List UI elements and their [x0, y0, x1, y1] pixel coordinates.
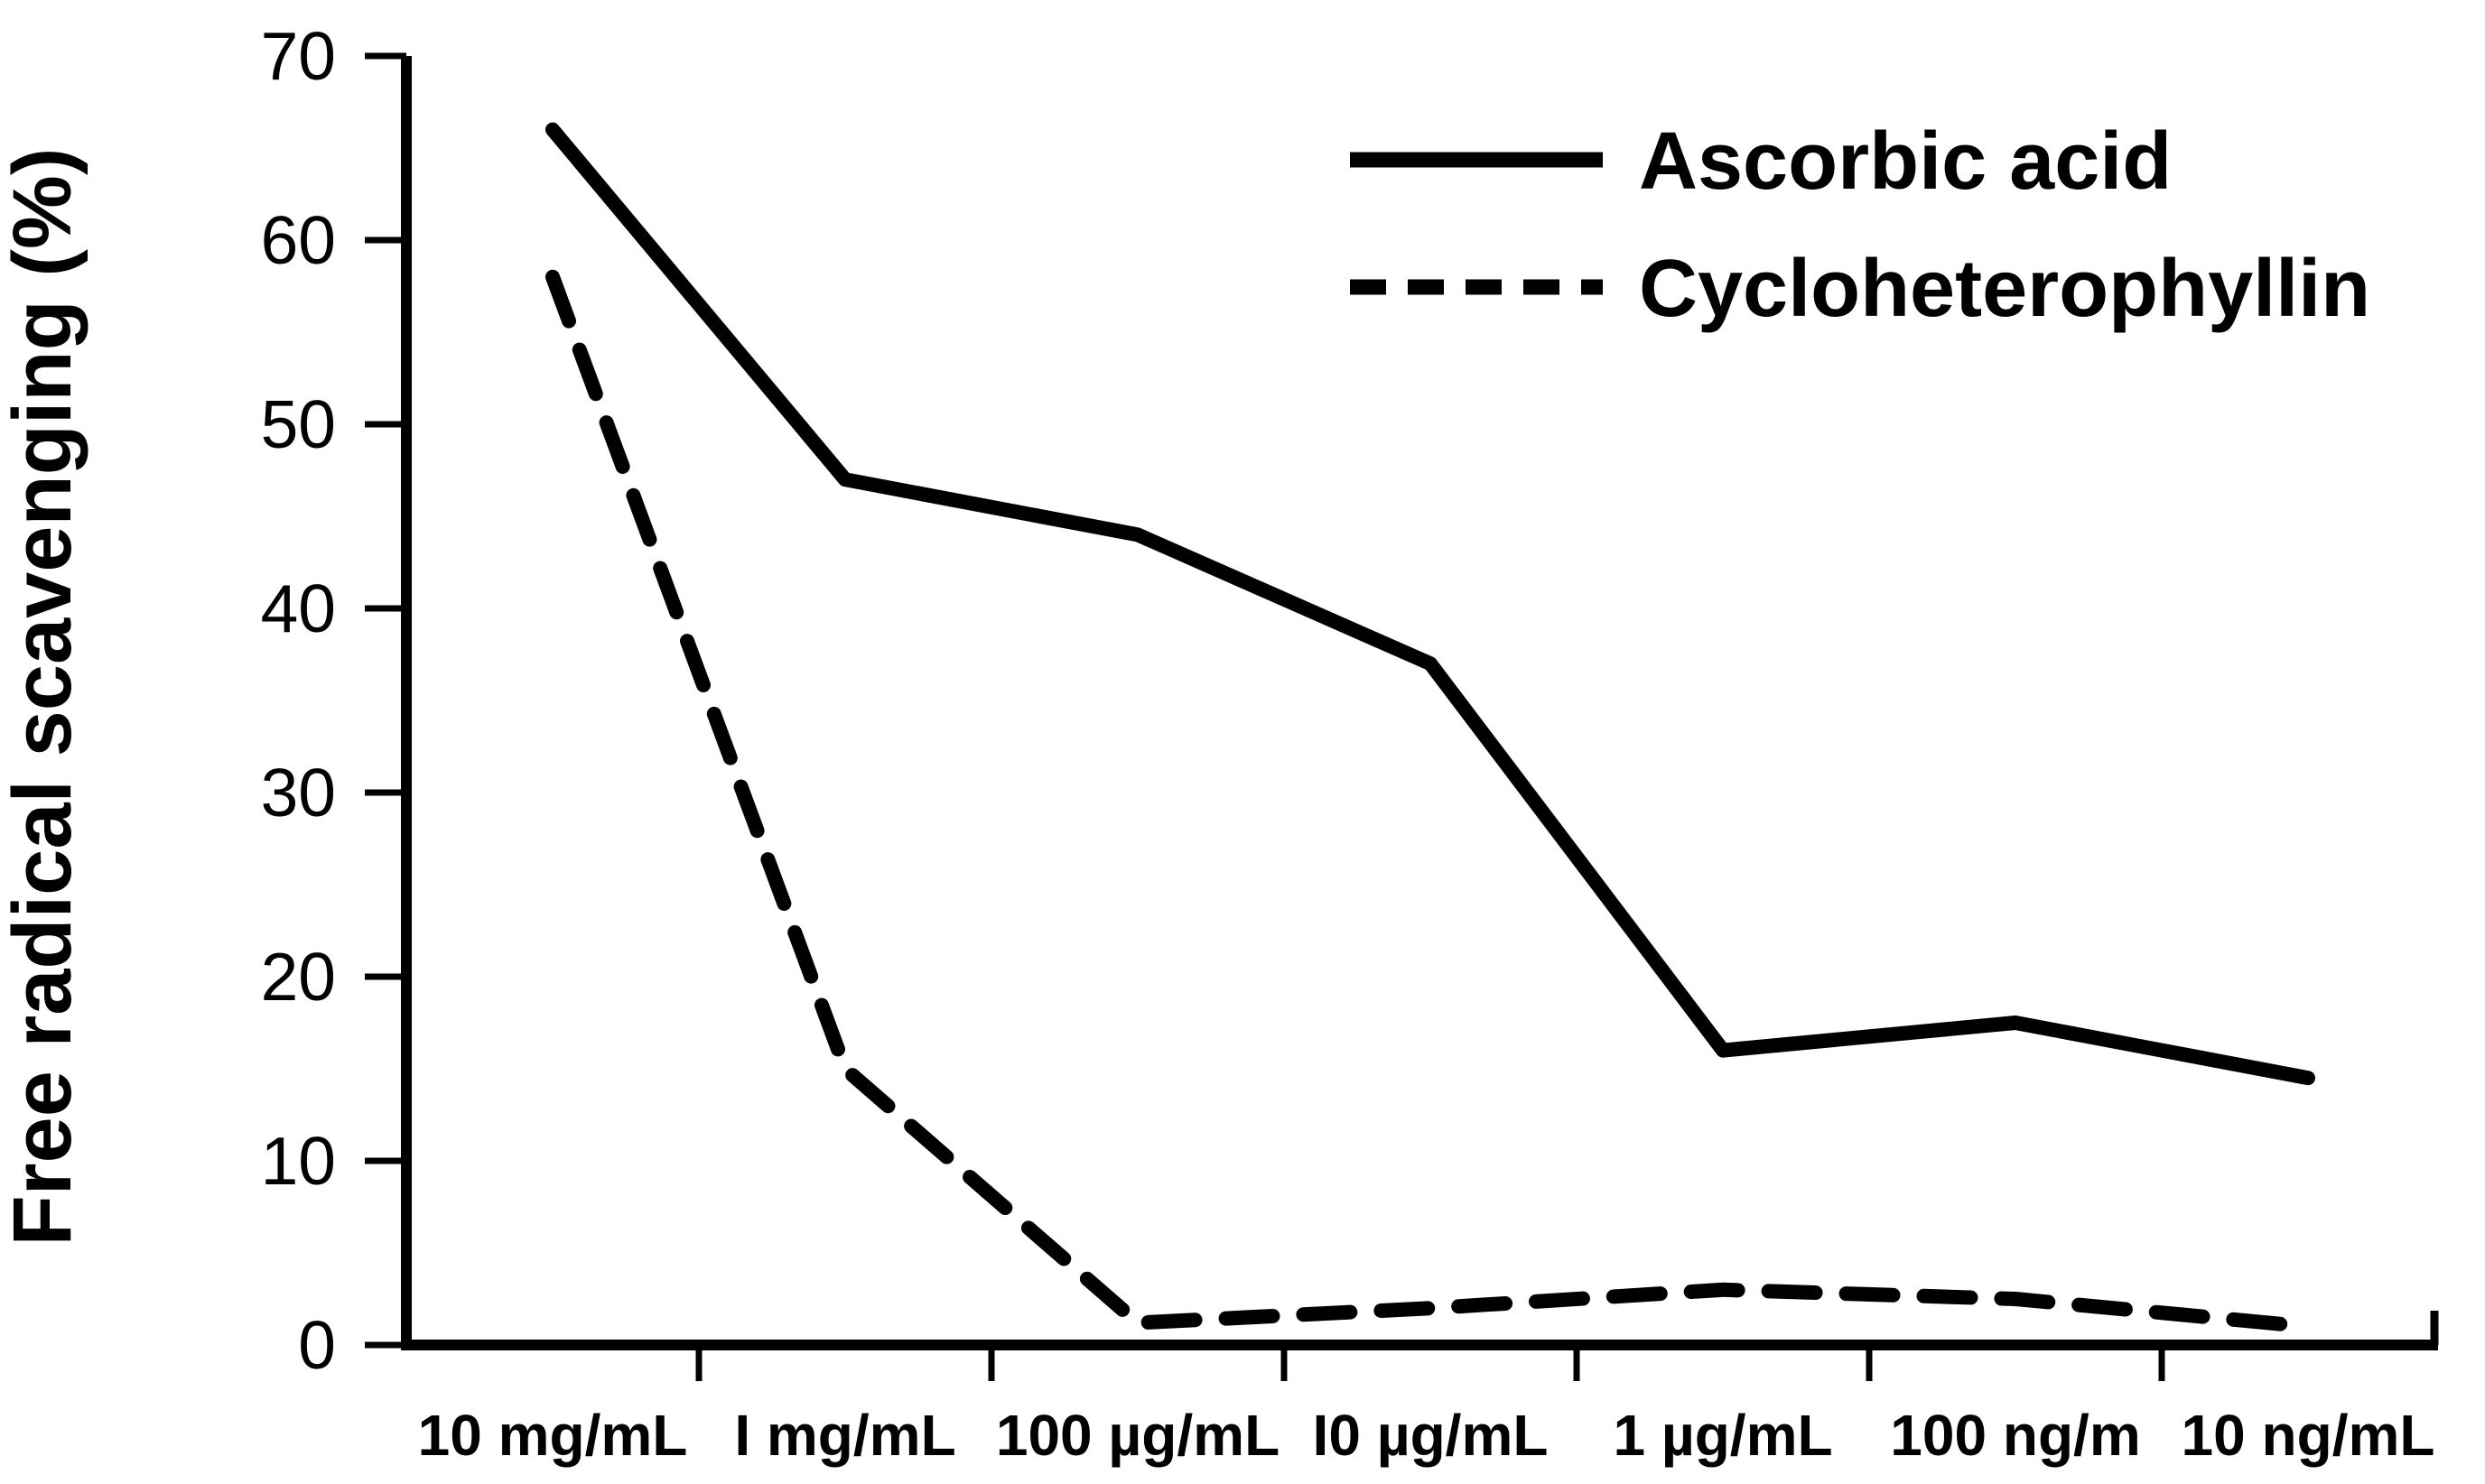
y-tick-label: 20 [261, 939, 336, 1015]
series-lines-group [545, 122, 2315, 1334]
legend-label-cycloheterophyllin: Cycloheterophyllin [1639, 244, 2370, 334]
x-category-label: 10 mg/mL [418, 1403, 688, 1468]
y-tick-label: 40 [261, 570, 336, 646]
x-category-label: 10 ng/mL [2182, 1403, 2435, 1468]
x-category-label: 100 ng/m [1890, 1403, 2140, 1468]
x-category-labels: 10 mg/mL I mg/mL 100 µg/mL I0 µg/mL 1 µg/mL 1… [418, 1403, 2435, 1468]
axes-group [401, 56, 2439, 1350]
x-category-label: 1 µg/mL [1613, 1403, 1832, 1468]
ticks-group [365, 52, 2165, 1381]
y-tick-label: 30 [261, 755, 336, 830]
series-line-cycloheterophyllin [545, 269, 2315, 1334]
y-tick-labels: 0 10 20 30 40 50 60 70 [261, 18, 336, 1383]
y-tick-label: 0 [298, 1307, 336, 1383]
legend-label-ascorbic-acid: Ascorbic acid [1639, 116, 2172, 207]
x-category-label: I0 µg/mL [1313, 1403, 1549, 1468]
x-category-label: I mg/mL [734, 1403, 955, 1468]
series-line-ascorbic-acid [545, 122, 2315, 1086]
y-tick-label: 60 [261, 202, 336, 278]
legend: Ascorbic acid Cycloheterophyllin [1350, 116, 2370, 334]
y-tick-label: 70 [261, 18, 336, 94]
y-tick-label: 50 [261, 386, 336, 462]
y-tick-label: 10 [261, 1123, 336, 1199]
y-axis-title: Free radical scavenging (%) [0, 148, 88, 1247]
x-category-label: 100 µg/mL [996, 1403, 1280, 1468]
